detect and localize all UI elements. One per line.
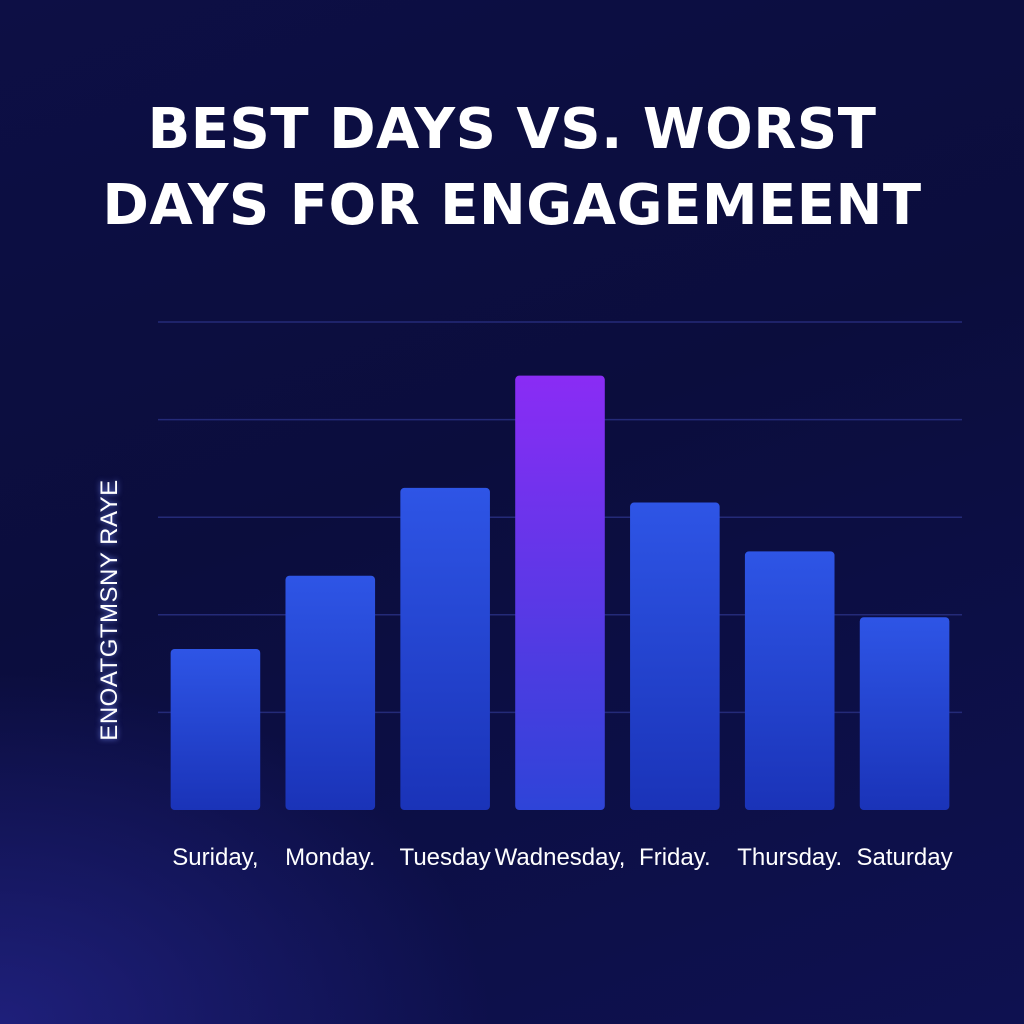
x-tick-label-2: Tuesday bbox=[399, 844, 491, 871]
x-tick-label-0: Suriday, bbox=[172, 844, 259, 871]
x-tick-label-6: Saturday bbox=[856, 844, 953, 871]
bar-4 bbox=[630, 502, 720, 810]
x-tick-label-5: Thursday. bbox=[737, 844, 843, 871]
bar-6 bbox=[859, 617, 950, 810]
x-tick-label-3: Wadnesday, bbox=[494, 844, 626, 871]
bar-1 bbox=[285, 575, 376, 810]
chart-title-line-2: DAYS FOR ENGAGEMEENT bbox=[102, 173, 922, 238]
bars bbox=[170, 375, 950, 810]
bar-0 bbox=[170, 648, 261, 810]
x-tick-label-4: Friday. bbox=[639, 844, 711, 871]
x-tick-label-1: Monday. bbox=[285, 844, 376, 871]
bar-2 bbox=[400, 487, 490, 810]
bar-3 bbox=[515, 375, 605, 810]
bar-5 bbox=[744, 551, 835, 810]
x-axis-labels: Suriday, Monday. Tuesday Wadnesday, Friday. T… bbox=[0, 844, 1024, 884]
chart-title: BEST DAYS VS. WORST DAYS FOR ENGAGEMEENT bbox=[0, 92, 1024, 244]
chart-title-line-1: BEST DAYS VS. WORST bbox=[147, 97, 877, 162]
